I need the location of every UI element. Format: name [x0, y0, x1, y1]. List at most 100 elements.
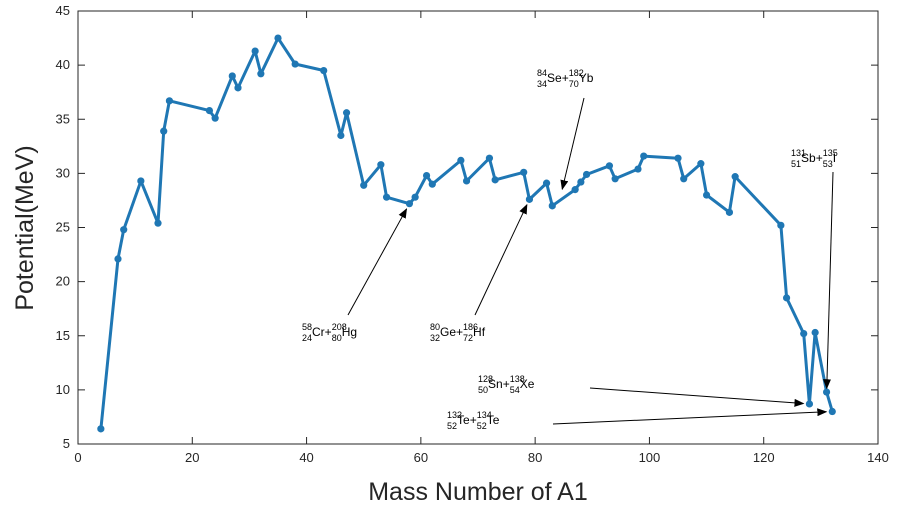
y-tick-label: 10	[56, 382, 70, 397]
data-point	[491, 176, 499, 184]
annotation-token: Ge+	[440, 325, 463, 339]
annotation-token: Se+	[547, 71, 569, 85]
data-point	[548, 202, 556, 210]
annotation-token: Cr+	[312, 325, 332, 339]
data-point	[205, 106, 214, 115]
data-point	[342, 109, 351, 117]
data-point	[605, 162, 614, 170]
y-tick-label: 35	[56, 111, 70, 126]
data-point	[582, 170, 591, 179]
annotation-token: 138	[510, 374, 525, 384]
data-point	[382, 193, 391, 201]
annotation-label: 84 34Se+182 70Yb	[537, 68, 594, 89]
data-point	[725, 208, 734, 216]
x-tick-label: 60	[414, 450, 428, 465]
x-tick-label: 20	[185, 450, 199, 465]
annotation-label: 128 50Sn+138 54Xe	[478, 374, 535, 395]
annotation-token: 131	[791, 148, 806, 158]
axes: 0 20 40 60 80 100 120 140 5 10 15 20 25 30 35 40 45	[56, 3, 889, 465]
data-point	[291, 60, 299, 68]
data-point	[542, 179, 551, 187]
annotation-arrow	[823, 171, 834, 390]
annotation-token: 54	[510, 385, 520, 395]
data-point	[611, 175, 619, 183]
annotation-label: 132 52Te+134 52Te	[447, 410, 500, 431]
annotation-label: 58 24Cr+208 80Hg	[302, 322, 357, 343]
data-point	[805, 400, 814, 408]
annotation-token: 182	[569, 68, 584, 78]
data-point	[822, 388, 831, 396]
annotation-token: Sb+	[801, 151, 823, 165]
data-point	[782, 294, 791, 302]
annotation-arrow	[347, 208, 408, 316]
data-point	[160, 127, 168, 135]
data-point	[571, 186, 579, 194]
data-point	[154, 219, 162, 227]
data-point	[97, 425, 105, 433]
annotation-token: 132	[447, 410, 462, 420]
x-tick-label: 80	[528, 450, 542, 465]
data-point	[485, 154, 494, 162]
data-point	[697, 160, 705, 168]
y-axis-title: Potential(MeV)	[11, 145, 39, 310]
data-point	[777, 221, 785, 229]
x-tick-label: 40	[299, 450, 313, 465]
annotation-arrow	[552, 408, 828, 425]
annotation-token: 52	[447, 421, 457, 431]
annotation-token: 51	[791, 159, 801, 169]
annotation-token: 80	[332, 333, 342, 343]
x-axis-title: Mass Number of A1	[368, 478, 588, 506]
plot-area	[78, 11, 878, 444]
data-point	[680, 175, 688, 183]
data-point	[577, 178, 585, 186]
annotation-token: 24	[302, 333, 312, 343]
data-point	[234, 84, 242, 92]
y-tick-label: 30	[56, 165, 70, 180]
annotation-label: 80 32Ge+186 72Hf	[430, 322, 486, 343]
annotation-token: Xe	[520, 377, 535, 391]
data-point	[422, 171, 431, 180]
data-point	[251, 47, 259, 55]
annotation-layer: 58 24Cr+208 80Hg 80 32Ge+186 72Hf 84 34Se+182 70…	[302, 68, 838, 431]
data-point	[257, 70, 265, 78]
x-tick-label: 120	[753, 450, 775, 465]
data-point	[320, 66, 328, 75]
annotation-token: 70	[569, 79, 579, 89]
data-point	[428, 180, 436, 188]
annotation-arrow	[589, 387, 805, 407]
annotation-token: 80	[430, 322, 440, 332]
y-tick-label: 5	[63, 436, 70, 451]
data-point	[731, 173, 739, 181]
data-point	[211, 114, 219, 122]
data-point	[228, 72, 236, 80]
annotation-token: Hf	[473, 325, 486, 339]
y-tick-label: 40	[56, 57, 70, 72]
annotation-token: 84	[537, 68, 547, 78]
data-point	[525, 195, 534, 203]
annotation-token: 34	[537, 79, 547, 89]
data-point	[360, 181, 368, 189]
annotation-token: Hg	[342, 325, 357, 339]
annotation-token: 72	[463, 333, 473, 343]
annotation-token: 128	[478, 374, 493, 384]
annotation-token: 52	[477, 421, 487, 431]
annotation-token: 50	[478, 385, 488, 395]
data-point	[405, 200, 414, 208]
annotation-arrow	[560, 97, 585, 191]
annotation-token: 135	[823, 148, 838, 158]
data-point	[457, 156, 465, 164]
data-point	[800, 329, 808, 338]
data-point	[811, 328, 819, 337]
y-tick-label: 15	[56, 328, 70, 343]
data-point	[274, 34, 282, 42]
x-tick-label: 0	[74, 450, 81, 465]
data-point	[411, 193, 419, 201]
data-point	[114, 255, 122, 263]
annotation-token: 208	[332, 322, 347, 332]
annotation-token: Te+	[457, 413, 477, 427]
data-point	[137, 177, 145, 185]
annotation-token: 186	[463, 322, 478, 332]
annotation-label: 131 51Sb+135 53I	[791, 148, 838, 169]
data-point	[377, 161, 385, 169]
x-tick-label: 140	[867, 450, 889, 465]
